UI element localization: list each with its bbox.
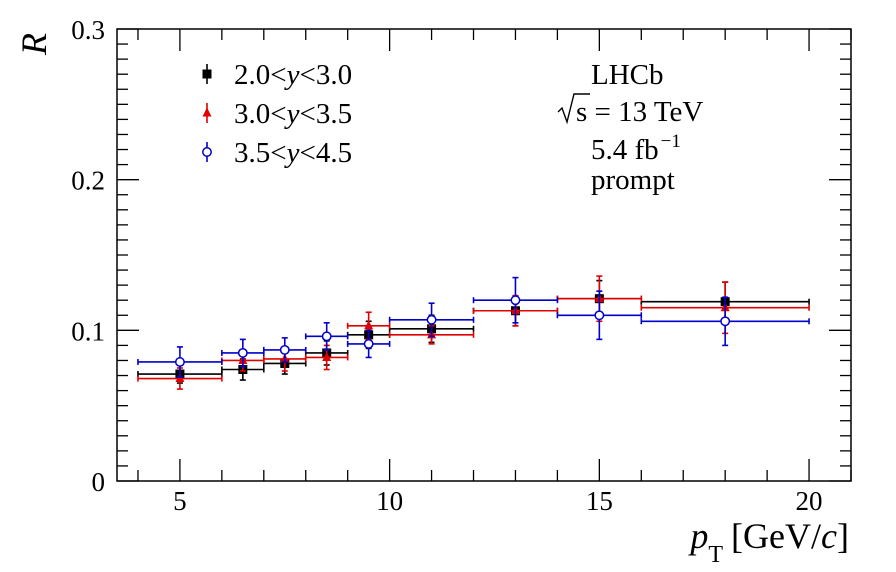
x-axis-ticks: 5 10 15 20 xyxy=(137,29,852,516)
annotation-lumi-sup: −1 xyxy=(661,131,681,152)
x-tick-label: 10 xyxy=(376,486,403,516)
data-point xyxy=(364,320,374,330)
annotation-energy-text: s = 13 TeV xyxy=(576,96,703,128)
x-axis-label-sub: T xyxy=(708,542,723,568)
x-axis-label-main: p xyxy=(687,516,708,556)
data-point xyxy=(510,295,521,306)
data-point xyxy=(322,351,332,361)
plot-frame xyxy=(116,28,852,482)
data-point xyxy=(426,314,437,325)
legend-marker-0 xyxy=(202,69,212,79)
y-tick-label: 0 xyxy=(92,467,106,497)
sqrt-sign xyxy=(557,93,590,125)
legend-label-1: 3.0<y<3.5 xyxy=(234,98,352,130)
x-tick-label: 15 xyxy=(586,486,613,516)
annotation-lumi-value: 5.4 fb xyxy=(591,134,659,166)
x-axis-label-unit-pre: [GeV/ xyxy=(731,516,821,556)
data-point xyxy=(237,347,248,358)
data-point xyxy=(720,316,731,327)
series-0 xyxy=(137,279,810,384)
svg-text:s = 13 TeV: s = 13 TeV xyxy=(576,96,703,128)
y-tick-label: 0.3 xyxy=(71,15,105,45)
data-point xyxy=(363,338,374,349)
data-point xyxy=(594,310,605,321)
annotation-lumi: 5.4 fb −1 xyxy=(591,131,681,166)
y-tick-label: 0.2 xyxy=(71,166,105,196)
legend-markers xyxy=(202,64,212,162)
y-axis-ticks: 0 0.1 0.2 0.3 xyxy=(71,15,851,497)
legend-marker-1 xyxy=(202,107,212,117)
x-axis-label: pT [GeV/c] xyxy=(687,516,849,568)
data-point xyxy=(321,331,332,342)
legend-marker-2 xyxy=(202,147,212,157)
annotation-experiment: LHCb xyxy=(591,59,664,91)
x-tick-label: 20 xyxy=(796,486,823,516)
y-tick-label: 0.1 xyxy=(71,316,105,346)
x-tick-label: 5 xyxy=(173,486,187,516)
y-axis-label: R xyxy=(14,33,54,56)
series-layer xyxy=(137,275,810,390)
series-2 xyxy=(137,276,810,378)
legend-label-0: 2.0<y<3.0 xyxy=(234,59,352,91)
x-axis-label-unit-c: c xyxy=(821,516,837,556)
annotation-sample: prompt xyxy=(591,164,675,196)
annotation-energy: s = 13 TeV xyxy=(557,93,703,128)
x-axis-label-unit-post: ] xyxy=(837,516,849,556)
data-point xyxy=(174,357,185,367)
legend-label-2: 3.5<y<4.5 xyxy=(234,137,352,169)
data-point xyxy=(279,344,290,355)
